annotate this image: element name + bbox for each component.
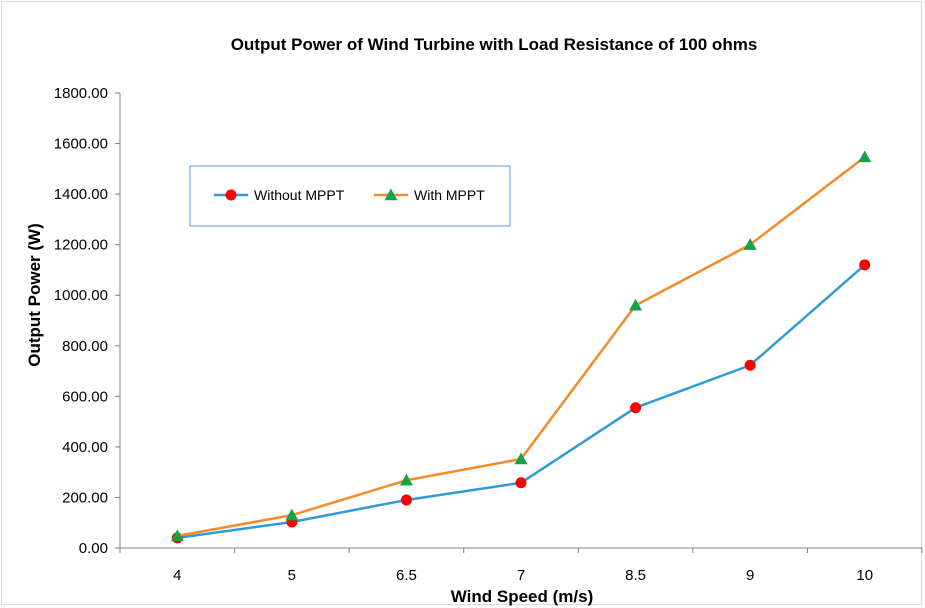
legend-item-1: Without MPPT bbox=[214, 187, 345, 203]
data-point bbox=[629, 298, 643, 311]
y-tick-label: 600.00 bbox=[62, 388, 108, 405]
data-point bbox=[399, 473, 413, 486]
legend-item-2: With MPPT bbox=[374, 187, 485, 203]
series-1 bbox=[171, 259, 871, 544]
y-tick-label: 1200.00 bbox=[54, 237, 108, 254]
chart-title: Output Power of Wind Turbine with Load R… bbox=[231, 35, 758, 54]
data-point bbox=[859, 259, 871, 271]
data-point bbox=[743, 238, 757, 250]
legend-marker bbox=[384, 188, 398, 201]
x-tick-label: 8.5 bbox=[625, 567, 646, 584]
legend-label: With MPPT bbox=[414, 187, 485, 203]
series-line bbox=[177, 263, 866, 540]
data-point bbox=[170, 529, 184, 542]
data-point bbox=[744, 359, 756, 371]
y-axis-title: Output Power (W) bbox=[25, 223, 44, 367]
y-tick-label: 400.00 bbox=[62, 439, 108, 456]
y-tick-label: 1600.00 bbox=[54, 136, 108, 153]
x-tick-label: 7 bbox=[517, 567, 525, 584]
x-tick-label: 6.5 bbox=[396, 567, 417, 584]
data-point bbox=[514, 452, 528, 465]
x-axis-title: Wind Speed (m/s) bbox=[451, 587, 593, 606]
x-tick-label: 9 bbox=[746, 567, 754, 584]
y-tick-label: 200.00 bbox=[62, 489, 108, 506]
data-point bbox=[515, 477, 527, 489]
y-tick-label: 1000.00 bbox=[54, 287, 108, 304]
data-point bbox=[400, 494, 412, 506]
y-tick-label: 0.00 bbox=[79, 540, 108, 557]
x-tick-label: 10 bbox=[856, 567, 873, 584]
data-point bbox=[858, 150, 872, 163]
series-layer bbox=[170, 150, 872, 544]
axes: 0.00 200.00 400.00 600.00 800.00 1000.00 1200.… bbox=[54, 85, 923, 584]
legend: Without MPPT With MPPT bbox=[189, 165, 511, 227]
data-point bbox=[285, 508, 299, 521]
y-tick-label: 1800.00 bbox=[54, 85, 108, 102]
y-tick-label: 1400.00 bbox=[54, 186, 108, 203]
y-tick-label: 800.00 bbox=[62, 338, 108, 355]
x-tick-label: 4 bbox=[173, 567, 181, 584]
legend-items: Without MPPT With MPPT bbox=[214, 187, 485, 203]
series-2 bbox=[170, 150, 872, 542]
legend-label: Without MPPT bbox=[254, 187, 345, 203]
legend-marker bbox=[225, 189, 237, 201]
x-tick-label: 5 bbox=[288, 567, 296, 584]
data-point bbox=[630, 402, 642, 414]
